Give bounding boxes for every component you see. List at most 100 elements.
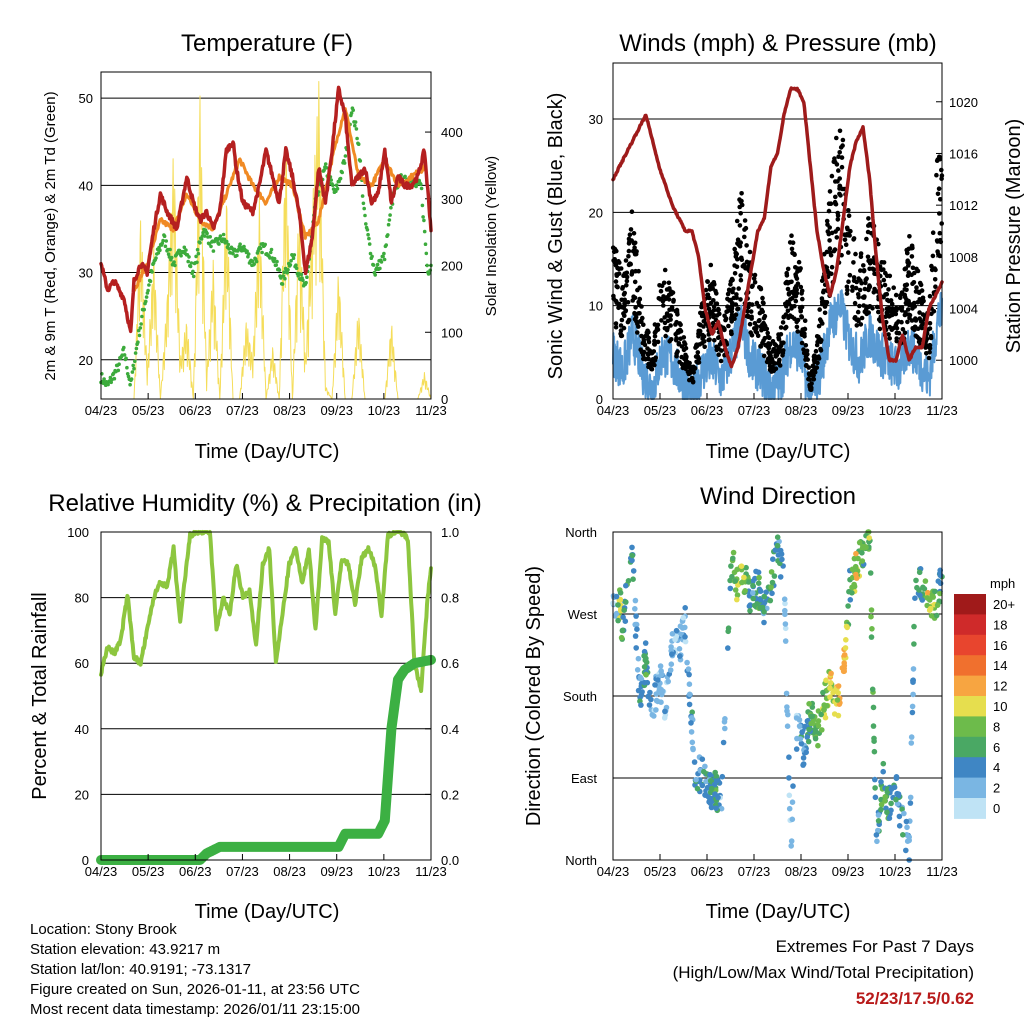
dewpoint-point (269, 247, 274, 252)
gust-point (825, 222, 830, 227)
direction-point (652, 682, 658, 688)
gust-point (889, 301, 895, 307)
gust-point (795, 266, 800, 271)
direction-point (870, 704, 877, 711)
gust-point (619, 317, 625, 323)
extremes-info: Extremes For Past 7 Days (High/Low/Max W… (673, 934, 974, 1012)
temperature-xlabel: Time (Day/UTC) (195, 441, 340, 463)
gust-point (780, 353, 785, 358)
gust-point (747, 321, 753, 327)
gust-point (779, 340, 784, 346)
direction-point (859, 558, 866, 564)
gust-point (622, 313, 627, 319)
dewpoint-point (242, 244, 246, 249)
gust-point (834, 135, 839, 141)
gust-point (622, 290, 627, 296)
gust-point (799, 314, 804, 319)
humidity-xlabel: Time (Day/UTC) (195, 901, 340, 923)
gust-point (631, 294, 636, 300)
direction-point (779, 556, 785, 563)
direction-point (782, 607, 788, 614)
gust-point (929, 267, 935, 273)
gust-point (803, 357, 808, 362)
gust-point (799, 291, 804, 296)
gust-point (872, 286, 877, 292)
gust-point (701, 319, 707, 324)
gust-point (739, 255, 744, 261)
dewpoint-point (274, 263, 279, 267)
extremes-value: 52/23/17.5/0.62 (855, 989, 974, 1008)
gust-point (863, 277, 868, 283)
direction-point (872, 794, 879, 801)
gust-point (904, 247, 909, 253)
direction-point (629, 552, 636, 559)
direction-point (784, 704, 790, 710)
direction-point (903, 818, 910, 825)
direction-point (638, 692, 645, 698)
dewpoint-point (194, 254, 198, 259)
gust-point (640, 340, 646, 346)
gust-point (662, 326, 668, 331)
dewpoint-point (156, 251, 161, 255)
direction-point (789, 799, 796, 805)
direction-point (834, 697, 841, 703)
gust-point (635, 330, 640, 335)
direction-point (753, 568, 759, 575)
gust-point (706, 306, 712, 312)
gust-point (687, 368, 692, 374)
gust-point (838, 145, 844, 150)
gust-point (902, 266, 908, 272)
direction-point (615, 617, 621, 624)
direction-point (782, 621, 789, 627)
dewpoint-point (365, 228, 370, 232)
direction-point (702, 792, 708, 798)
gust-point (794, 319, 799, 325)
dewpoint-point (368, 251, 373, 256)
gust-point (936, 251, 941, 257)
gust-point (710, 320, 716, 326)
temperature-xtick-label: 05/23 (132, 403, 165, 418)
gust-point (644, 330, 650, 335)
gust-point (932, 277, 938, 282)
gust-point (621, 325, 627, 331)
gust-point (784, 273, 790, 278)
dewpoint-point (132, 366, 136, 371)
gust-point (758, 324, 764, 329)
dewpoint-point (172, 260, 176, 264)
direction-point (805, 738, 812, 745)
winds-panel: Winds (mph) & Pressure (mb) 010203010001… (545, 30, 1024, 463)
colorbar-label: 6 (993, 740, 1000, 755)
solar-ytick-label: 100 (441, 325, 463, 340)
gust-point (711, 298, 716, 303)
gust-point (728, 279, 734, 284)
extremes-subheading: (High/Low/Max Wind/Total Precipitation) (672, 963, 974, 982)
gust-point (691, 370, 696, 375)
gust-point (626, 248, 632, 254)
temperature-xtick-label: 09/23 (320, 403, 353, 418)
direction-point (803, 749, 809, 756)
direction-point (694, 785, 701, 792)
gust-point (733, 254, 739, 259)
gust-point (884, 291, 890, 297)
direction-point (790, 783, 796, 789)
gust-point (752, 272, 758, 278)
dewpoint-point (375, 262, 380, 267)
gust-point (733, 312, 739, 318)
direction-point (793, 746, 800, 752)
direction-point (800, 755, 807, 761)
gust-point (759, 327, 764, 333)
direction-point (632, 606, 638, 612)
gust-point (614, 284, 619, 289)
gust-point (886, 287, 891, 292)
gust-point (747, 301, 752, 307)
gust-point (877, 326, 883, 332)
gust-point (909, 254, 915, 259)
gust-point (837, 150, 842, 155)
temperature-xtick-label: 06/23 (179, 403, 212, 418)
gust-point (882, 282, 888, 288)
dewpoint-point (150, 270, 154, 274)
direction-point (916, 569, 923, 576)
direction-xtick-label: 11/23 (926, 864, 958, 879)
direction-point (888, 800, 894, 807)
